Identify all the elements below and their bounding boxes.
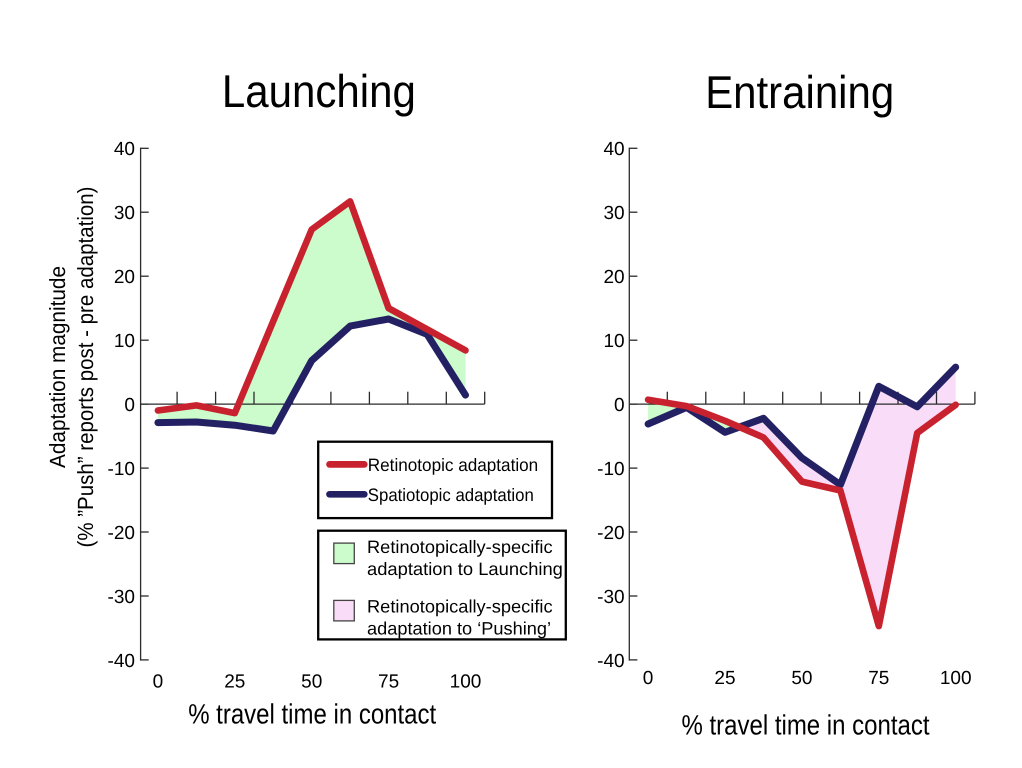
svg-text:40: 40 — [114, 139, 135, 160]
svg-text:0: 0 — [124, 395, 135, 416]
svg-text:Retinotopically-specific: Retinotopically-specific — [367, 537, 553, 557]
svg-text:-40: -40 — [108, 651, 135, 672]
svg-text:0: 0 — [614, 395, 625, 416]
svg-text:20: 20 — [114, 267, 135, 288]
svg-text:Spatiotopic adaptation: Spatiotopic adaptation — [368, 485, 534, 505]
svg-text:10: 10 — [114, 331, 135, 352]
svg-text:Adaptation magnitude: Adaptation magnitude — [45, 266, 70, 468]
svg-text:75: 75 — [378, 672, 399, 693]
svg-text:30: 30 — [603, 203, 624, 224]
svg-text:25: 25 — [224, 672, 245, 693]
svg-text:adaptation to Launching: adaptation to Launching — [367, 559, 563, 579]
svg-text:-30: -30 — [597, 587, 624, 608]
svg-text:adaptation to ‘Pushing’: adaptation to ‘Pushing’ — [367, 618, 551, 638]
svg-text:-30: -30 — [108, 587, 135, 608]
svg-text:0: 0 — [643, 668, 654, 689]
svg-text:% travel time in contact: % travel time in contact — [188, 698, 436, 729]
svg-text:50: 50 — [301, 672, 322, 693]
svg-text:10: 10 — [603, 331, 624, 352]
svg-text:-10: -10 — [108, 459, 135, 480]
svg-text:(% ”Push” reports post - pre a: (% ”Push” reports post - pre adaptation) — [73, 187, 98, 548]
svg-text:-20: -20 — [597, 523, 624, 544]
svg-text:75: 75 — [868, 668, 889, 689]
svg-text:Retinotopically-specific: Retinotopically-specific — [367, 596, 553, 616]
svg-text:100: 100 — [940, 668, 972, 689]
svg-text:Launching: Launching — [222, 65, 416, 117]
svg-text:40: 40 — [603, 139, 624, 160]
svg-text:-20: -20 — [108, 523, 135, 544]
svg-text:20: 20 — [603, 267, 624, 288]
svg-text:Retinotopic adaptation: Retinotopic adaptation — [368, 455, 538, 475]
svg-text:100: 100 — [450, 672, 482, 693]
svg-text:50: 50 — [791, 668, 812, 689]
svg-text:25: 25 — [714, 668, 735, 689]
svg-text:% travel time in contact: % travel time in contact — [682, 709, 930, 740]
svg-text:-10: -10 — [597, 459, 624, 480]
svg-text:Entraining: Entraining — [705, 66, 894, 118]
svg-text:30: 30 — [114, 203, 135, 224]
svg-text:0: 0 — [153, 672, 164, 693]
svg-text:-40: -40 — [597, 651, 624, 672]
